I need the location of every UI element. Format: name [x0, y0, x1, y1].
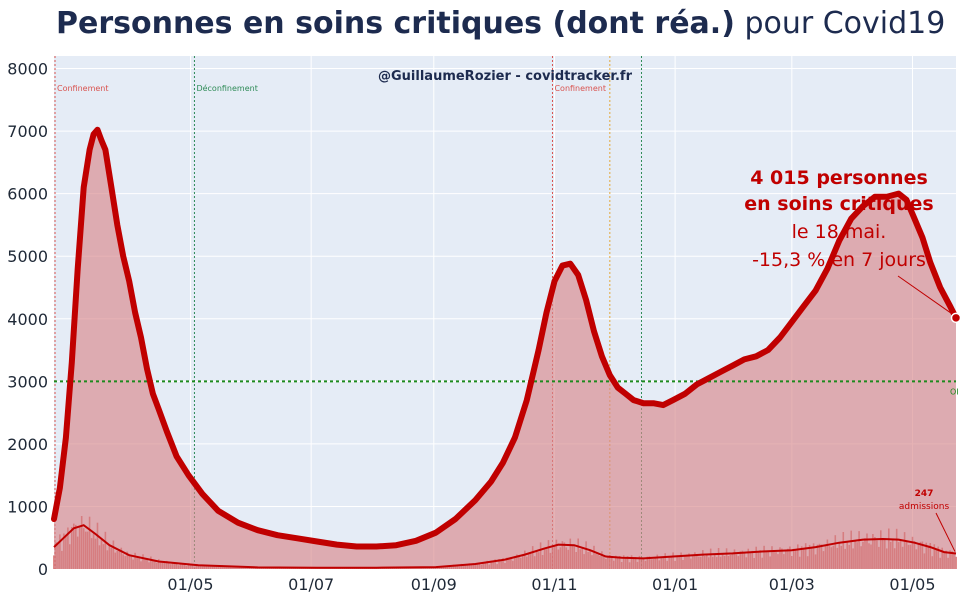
event-label: Confinement — [57, 84, 109, 93]
y-tick-label: 3000 — [7, 372, 48, 391]
y-tick-label: 1000 — [7, 497, 48, 516]
x-tick-label: 01/05 — [167, 575, 213, 594]
y-tick-label: 7000 — [7, 122, 48, 141]
chart-title: Personnes en soins critiques (dont réa.)… — [56, 6, 945, 41]
last-value-marker — [950, 312, 961, 324]
admission-bar — [53, 555, 55, 569]
x-tick-label: 01/09 — [411, 575, 457, 594]
event-label: Déconfinement — [196, 83, 257, 93]
y-axis: 0 1000 2000 3000 4000 5000 6000 7000 8000 — [7, 60, 48, 579]
chart-title-bold: Personnes en soins critiques (dont réa.) — [56, 6, 735, 41]
admissions-line — [53, 524, 957, 569]
annotation-line-1: 4 015 personnes — [750, 167, 928, 189]
y-tick-label: 6000 — [7, 185, 48, 204]
chart-title-rest: pour Covid19 — [734, 6, 946, 41]
critical-care-area — [54, 129, 956, 570]
y-tick-label: 8000 — [7, 60, 48, 79]
annotation-line-3: le 18 mai. — [792, 221, 887, 243]
y-tick-label: 4000 — [7, 310, 48, 329]
annotation-line-2: en soins critiques — [744, 193, 933, 215]
annotation-arrow — [897, 275, 953, 315]
admissions-text: admissions — [899, 502, 950, 512]
annotation-line-4: -15,3 % en 7 jours — [752, 249, 926, 271]
reference-line-label: OI — [950, 387, 959, 396]
x-tick-label: 01/03 — [769, 575, 815, 594]
x-tick-label: 01/07 — [288, 575, 334, 594]
chart-credit: @GuillaumeRozier - covidtracker.fr — [378, 69, 633, 84]
x-tick-label: 01/01 — [652, 575, 698, 594]
admissions-arrow — [935, 512, 956, 552]
event-label: Confinement — [554, 84, 606, 93]
x-tick-label: 01/05 — [889, 575, 935, 594]
y-tick-label: 0 — [38, 560, 48, 579]
critical-care-line — [51, 126, 959, 550]
x-axis: 01/05 01/07 01/09 01/11 01/01 01/03 01/05 — [167, 575, 935, 594]
y-tick-label: 5000 — [7, 247, 48, 266]
admissions-value: 247 — [915, 489, 934, 499]
y-tick-label: 2000 — [7, 435, 48, 454]
x-tick-label: 01/11 — [531, 575, 577, 594]
